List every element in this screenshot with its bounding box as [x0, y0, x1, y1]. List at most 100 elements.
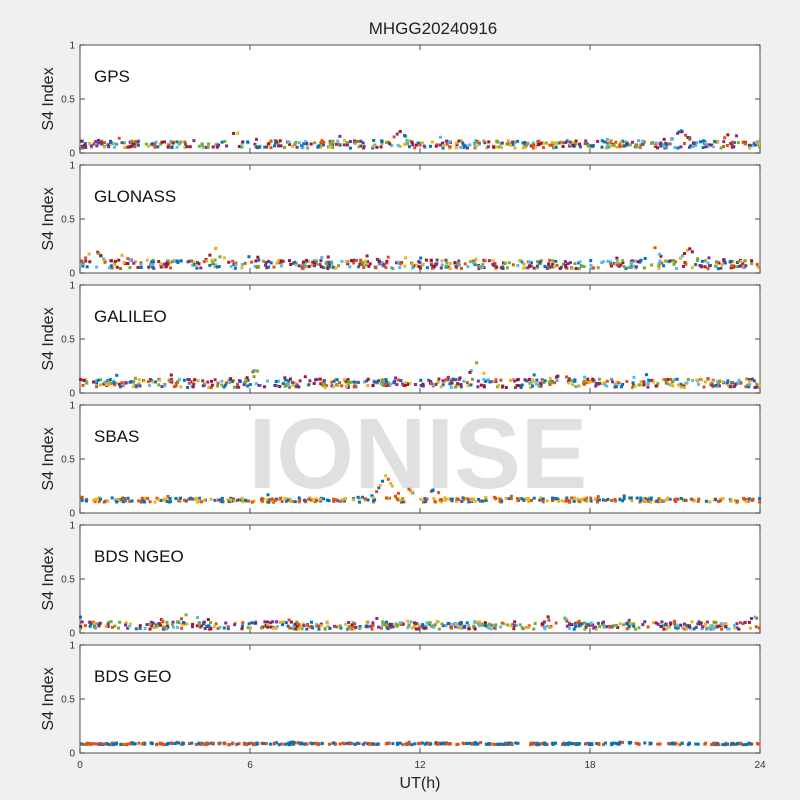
data-point	[353, 139, 357, 143]
data-point	[360, 263, 364, 267]
data-point	[266, 498, 270, 502]
data-point	[563, 260, 567, 264]
data-point	[232, 131, 236, 135]
data-point	[338, 134, 342, 138]
data-point	[717, 384, 721, 388]
data-point	[434, 382, 438, 386]
data-point	[618, 498, 622, 502]
data-point	[572, 499, 576, 503]
data-point	[181, 741, 185, 745]
data-point	[117, 382, 121, 386]
data-point	[265, 145, 269, 149]
data-point	[261, 259, 265, 263]
data-point	[288, 385, 292, 389]
data-point	[320, 139, 324, 143]
data-point	[183, 142, 187, 146]
data-point	[248, 626, 252, 630]
data-point	[85, 381, 89, 385]
data-point	[279, 264, 283, 268]
data-point	[201, 621, 205, 625]
data-point	[407, 742, 411, 746]
data-point	[335, 378, 339, 382]
data-point	[667, 260, 671, 264]
data-point	[549, 265, 553, 269]
data-point	[492, 264, 496, 268]
data-point	[353, 622, 357, 626]
data-point	[373, 742, 377, 746]
data-point	[150, 742, 154, 746]
data-point	[94, 141, 98, 145]
data-point	[601, 620, 605, 624]
data-point	[616, 625, 620, 629]
data-point	[133, 140, 137, 144]
data-point	[589, 263, 593, 267]
data-point	[218, 625, 222, 629]
data-point	[565, 375, 569, 379]
data-point	[267, 498, 271, 502]
data-point	[275, 624, 279, 628]
data-point	[332, 379, 336, 383]
data-point	[739, 741, 743, 745]
data-point	[324, 384, 328, 388]
data-point	[465, 741, 469, 745]
data-point	[649, 500, 653, 504]
data-point	[627, 618, 631, 622]
data-point	[460, 139, 464, 143]
data-point	[121, 496, 125, 500]
data-point	[276, 144, 280, 148]
data-point	[253, 142, 257, 146]
data-point	[297, 264, 301, 268]
data-point	[110, 382, 114, 386]
data-point	[80, 742, 84, 746]
data-point	[179, 140, 183, 144]
data-point	[362, 266, 366, 270]
data-point	[583, 627, 587, 631]
data-point	[508, 741, 512, 745]
data-point	[465, 146, 469, 150]
data-point	[745, 377, 749, 381]
data-point	[92, 142, 96, 146]
data-point	[634, 143, 638, 147]
data-point	[147, 265, 151, 269]
data-point	[663, 498, 667, 502]
data-point	[751, 143, 755, 147]
data-point	[241, 140, 245, 144]
data-point	[79, 624, 83, 628]
data-point	[197, 741, 201, 745]
data-point	[375, 490, 379, 494]
data-point	[609, 140, 613, 144]
data-point	[465, 621, 469, 625]
data-point	[351, 620, 355, 624]
data-point	[614, 741, 618, 745]
data-point	[646, 381, 650, 385]
data-point	[744, 497, 748, 501]
data-point	[356, 741, 360, 745]
data-point	[362, 146, 366, 150]
data-point	[319, 622, 323, 626]
data-point	[216, 627, 220, 631]
data-point	[319, 499, 323, 503]
data-point	[585, 623, 589, 627]
data-point	[463, 262, 467, 266]
data-point	[473, 142, 477, 146]
data-point	[567, 741, 571, 745]
data-point	[216, 381, 220, 385]
data-point	[518, 497, 522, 501]
data-point	[675, 377, 679, 381]
data-point	[473, 146, 477, 150]
data-point	[673, 619, 677, 623]
data-point	[709, 383, 713, 387]
data-point	[288, 497, 292, 501]
data-point	[339, 626, 343, 630]
data-point	[284, 499, 288, 503]
data-point	[673, 145, 677, 149]
data-point	[712, 741, 716, 745]
data-point	[366, 498, 370, 502]
data-point	[703, 380, 707, 384]
data-point	[320, 742, 324, 746]
data-point	[682, 264, 686, 268]
data-point	[352, 627, 356, 631]
data-point	[604, 146, 608, 150]
data-point	[192, 260, 196, 264]
data-point	[138, 626, 142, 630]
